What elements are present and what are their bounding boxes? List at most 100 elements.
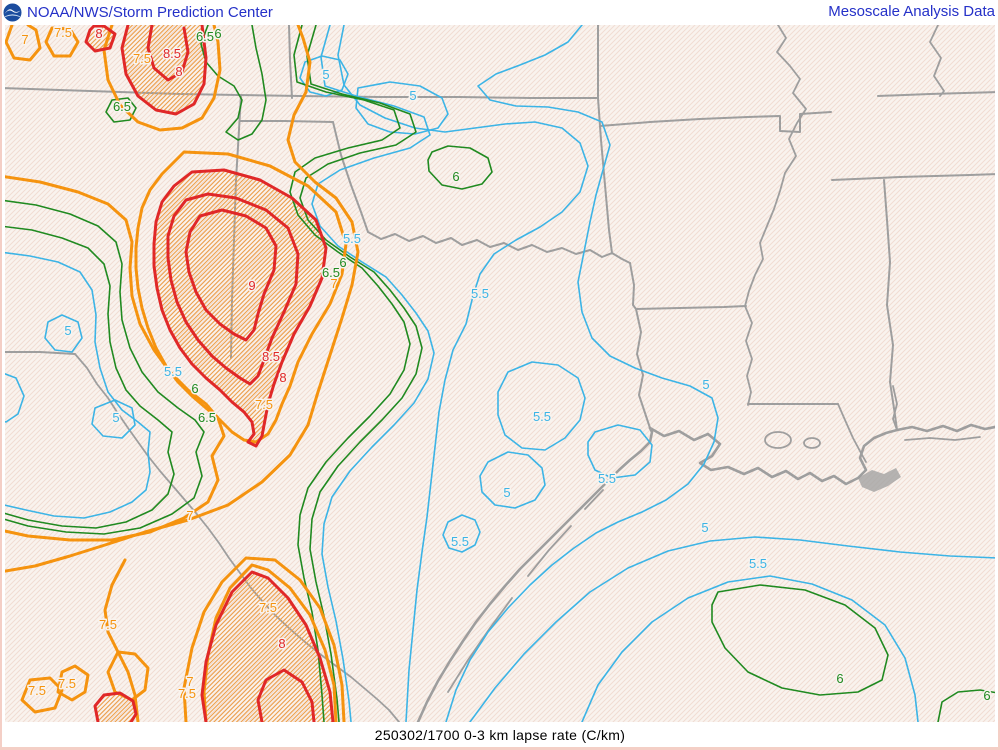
- contour-5.5-gulf-offshore: [581, 575, 919, 722]
- mississippi-river-lower: [744, 305, 753, 406]
- contour-label-6: 6: [214, 26, 221, 41]
- contour-6.5-nw-small-loop: [105, 97, 137, 123]
- louisiana-coastline: [648, 426, 899, 486]
- contour-7.5-sw-wiggle: [103, 558, 140, 722]
- contours-layer: [5, 25, 995, 722]
- border-tx-ok-100w: [332, 121, 369, 233]
- border-ky-tn: [877, 91, 995, 97]
- contour-label-6: 6: [191, 381, 198, 396]
- contour-7.5-nw-corner-loop: [44, 26, 80, 58]
- border-nm-mexico-32n: [5, 351, 76, 355]
- contour-label-7.5: 7.5: [28, 683, 46, 698]
- contour-label-5.5: 5.5: [343, 231, 361, 246]
- contour-5-west-edge-low: [5, 373, 25, 423]
- mississippi-sound-coast: [895, 423, 995, 433]
- contour-label-7.5: 7.5: [255, 397, 273, 412]
- contour-label-7: 7: [186, 508, 193, 523]
- contour-7.5-sw-loop-b: [56, 664, 90, 702]
- hatch-region-northwest: [122, 25, 206, 114]
- contour-label-7.5: 7.5: [178, 686, 196, 701]
- contour-7-west-u: [5, 175, 226, 542]
- contour-5-panhandle-loop-a: [299, 55, 349, 97]
- contour-5.5-small-tx-loop: [442, 514, 481, 553]
- contour-label-9: 9: [248, 278, 255, 293]
- contour-label-8.5: 8.5: [262, 349, 280, 364]
- contour-7.5-around-main-high: [134, 150, 348, 444]
- contour-6.5-front: [289, 25, 411, 722]
- contour-8-main: [152, 168, 328, 448]
- mississippi-delta: [858, 468, 901, 492]
- contour-labels-layer: 7.57 87.5 8.586.5 66.55565.566.5798.587.55.…: [20, 25, 992, 705]
- contour-label-7.5: 7.5: [58, 676, 76, 691]
- contour-label-7.5: 7.5: [259, 600, 277, 615]
- tennessee-river: [929, 25, 945, 97]
- border-ms-al: [883, 179, 898, 431]
- contour-label-8.5: 8.5: [163, 46, 181, 61]
- high-lapse-rate-hatch-fills: [86, 25, 333, 722]
- mississippi-river-delta-run: [837, 403, 867, 463]
- barrier-island-padre: [447, 597, 513, 693]
- border-ok-panhandle-south: [239, 120, 334, 123]
- contour-7.5-sw-loop-a: [20, 676, 64, 714]
- contour-8.5-northwest: [146, 25, 190, 82]
- contour-5.5-central-tx-loop: [497, 361, 586, 451]
- contour-label-7.5: 7.5: [133, 51, 151, 66]
- contour-label-6.5: 6.5: [198, 410, 216, 425]
- contour-label-6.5: 6.5: [196, 29, 214, 44]
- mesoanalysis-map[interactable]: 7.5 7 8 7.5 8.5 8 6.5 6 6.5 5 5 6 5.5 6 6.5 7 9 8.5 8 7.5 5.…: [0, 25, 1000, 722]
- border-37n-ks-ok: [5, 87, 599, 99]
- contour-5.5-kansas-sweep: [337, 25, 589, 722]
- contour-6-front: [299, 25, 423, 722]
- page-header: NOAA/NWS/Storm Prediction Center Mesosca…: [0, 0, 1000, 25]
- site-title: NOAA/NWS/Storm Prediction Center: [27, 4, 273, 21]
- border-tx-ar: [629, 262, 637, 310]
- contour-7.5-sw-loop-c: [106, 650, 150, 702]
- contour-5-central-tx-loop: [479, 451, 546, 509]
- contour-label-5: 5: [702, 377, 709, 392]
- map-caption: 250302/1700 0-3 km lapse rate (C/km): [374, 727, 626, 743]
- contour-6-north-loop: [427, 145, 493, 190]
- contour-8-small-nw: [84, 25, 117, 53]
- barrier-island-galveston: [584, 489, 604, 510]
- contour-label-8: 8: [175, 64, 182, 79]
- contour-5.5-front-west: [311, 25, 435, 722]
- contour-6-se-corner: [937, 689, 995, 722]
- noaa-logo-icon: [3, 3, 22, 22]
- contour-label-6.5: 6.5: [113, 99, 131, 114]
- border-tn-ms-al-35n: [831, 173, 995, 181]
- contour-6-west-u: [5, 225, 175, 529]
- contour-label-5.5: 5.5: [598, 471, 616, 486]
- border-ks-mo-ok-ar: [597, 25, 613, 254]
- contour-9-main: [184, 208, 278, 342]
- noaa-home-link[interactable]: NOAA/NWS/Storm Prediction Center: [3, 2, 273, 23]
- barrier-island-matagorda: [527, 525, 572, 577]
- border-co-ks: [288, 25, 293, 99]
- contour-label-7: 7: [21, 32, 28, 47]
- contour-8.5-main: [166, 192, 300, 386]
- contour-8.5-south: [256, 668, 316, 722]
- contour-label-5: 5: [409, 88, 416, 103]
- rio-grande: [74, 353, 400, 722]
- contour-label-6.5: 6.5: [322, 265, 340, 280]
- page-title[interactable]: Mesoscale Analysis Data: [828, 3, 995, 20]
- contour-label-5: 5: [503, 485, 510, 500]
- contour-label-7.5: 7.5: [54, 25, 72, 40]
- hatch-region-small-nw: [86, 26, 115, 51]
- lapse-rate-map-svg[interactable]: 7.57 87.5 8.586.5 66.55565.566.5798.587.55.…: [0, 25, 1000, 722]
- contour-label-5.5: 5.5: [451, 534, 469, 549]
- contour-6.5-west-u: [5, 199, 205, 535]
- contour-label-6: 6: [983, 688, 990, 703]
- contour-7-nw-corner-loop: [5, 25, 42, 62]
- hatch-region-south: [202, 572, 333, 722]
- contour-label-6: 6: [836, 671, 843, 686]
- contour-5.5-west-u: [5, 251, 151, 519]
- contour-label-5: 5: [64, 323, 71, 338]
- contour-label-7: 7: [330, 276, 337, 291]
- contour-label-5.5: 5.5: [164, 364, 182, 379]
- contour-5.5-coastal-loop: [587, 424, 653, 479]
- contour-7.5-around-nw-high: [102, 25, 222, 132]
- border-tx-la-sabine: [635, 308, 651, 429]
- contour-label-5.5: 5.5: [471, 286, 489, 301]
- contour-label-7.5: 7.5: [99, 617, 117, 632]
- contour-label-5: 5: [112, 410, 119, 425]
